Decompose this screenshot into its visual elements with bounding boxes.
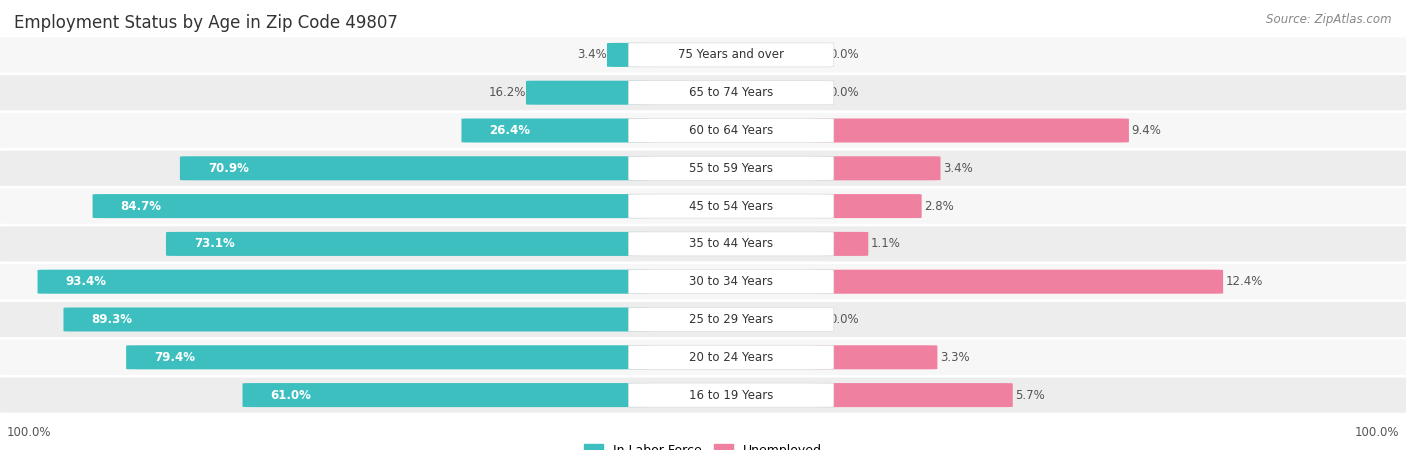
FancyBboxPatch shape bbox=[38, 270, 651, 294]
FancyBboxPatch shape bbox=[607, 43, 651, 67]
Text: 3.4%: 3.4% bbox=[578, 49, 607, 61]
Text: 12.4%: 12.4% bbox=[1226, 275, 1264, 288]
FancyBboxPatch shape bbox=[526, 81, 651, 105]
Text: 9.4%: 9.4% bbox=[1132, 124, 1161, 137]
Text: 45 to 54 Years: 45 to 54 Years bbox=[689, 200, 773, 212]
Text: 61.0%: 61.0% bbox=[271, 389, 312, 401]
FancyBboxPatch shape bbox=[811, 156, 941, 180]
FancyBboxPatch shape bbox=[628, 383, 834, 407]
FancyBboxPatch shape bbox=[628, 345, 834, 369]
Text: 55 to 59 Years: 55 to 59 Years bbox=[689, 162, 773, 175]
FancyBboxPatch shape bbox=[63, 307, 651, 332]
FancyBboxPatch shape bbox=[811, 194, 922, 218]
Text: 1.1%: 1.1% bbox=[872, 238, 901, 250]
FancyBboxPatch shape bbox=[0, 340, 1406, 375]
FancyBboxPatch shape bbox=[0, 226, 1406, 261]
FancyBboxPatch shape bbox=[166, 232, 651, 256]
FancyBboxPatch shape bbox=[811, 270, 1223, 294]
FancyBboxPatch shape bbox=[628, 118, 834, 143]
Text: 73.1%: 73.1% bbox=[194, 238, 235, 250]
Text: 89.3%: 89.3% bbox=[91, 313, 132, 326]
Text: 3.3%: 3.3% bbox=[941, 351, 970, 364]
Text: 16.2%: 16.2% bbox=[489, 86, 526, 99]
FancyBboxPatch shape bbox=[0, 151, 1406, 186]
Text: 75 Years and over: 75 Years and over bbox=[678, 49, 785, 61]
Legend: In Labor Force, Unemployed: In Labor Force, Unemployed bbox=[583, 444, 823, 450]
FancyBboxPatch shape bbox=[0, 113, 1406, 148]
FancyBboxPatch shape bbox=[242, 383, 651, 407]
FancyBboxPatch shape bbox=[93, 194, 651, 218]
FancyBboxPatch shape bbox=[628, 43, 834, 67]
FancyBboxPatch shape bbox=[180, 156, 651, 180]
Text: Employment Status by Age in Zip Code 49807: Employment Status by Age in Zip Code 498… bbox=[14, 14, 398, 32]
Text: Source: ZipAtlas.com: Source: ZipAtlas.com bbox=[1267, 14, 1392, 27]
Text: 3.4%: 3.4% bbox=[943, 162, 973, 175]
FancyBboxPatch shape bbox=[628, 156, 834, 180]
FancyBboxPatch shape bbox=[628, 81, 834, 105]
Text: 60 to 64 Years: 60 to 64 Years bbox=[689, 124, 773, 137]
Text: 16 to 19 Years: 16 to 19 Years bbox=[689, 389, 773, 401]
FancyBboxPatch shape bbox=[0, 37, 1406, 72]
Text: 20 to 24 Years: 20 to 24 Years bbox=[689, 351, 773, 364]
Text: 5.7%: 5.7% bbox=[1015, 389, 1045, 401]
Text: 79.4%: 79.4% bbox=[155, 351, 195, 364]
Text: 100.0%: 100.0% bbox=[7, 426, 52, 438]
Text: 30 to 34 Years: 30 to 34 Years bbox=[689, 275, 773, 288]
FancyBboxPatch shape bbox=[628, 232, 834, 256]
Text: 0.0%: 0.0% bbox=[830, 313, 859, 326]
FancyBboxPatch shape bbox=[0, 302, 1406, 337]
FancyBboxPatch shape bbox=[811, 232, 869, 256]
Text: 0.0%: 0.0% bbox=[830, 49, 859, 61]
Text: 84.7%: 84.7% bbox=[121, 200, 162, 212]
Text: 0.0%: 0.0% bbox=[830, 86, 859, 99]
FancyBboxPatch shape bbox=[127, 345, 651, 369]
FancyBboxPatch shape bbox=[811, 118, 1129, 143]
Text: 100.0%: 100.0% bbox=[1354, 426, 1399, 438]
FancyBboxPatch shape bbox=[0, 264, 1406, 299]
FancyBboxPatch shape bbox=[628, 270, 834, 294]
Text: 70.9%: 70.9% bbox=[208, 162, 249, 175]
FancyBboxPatch shape bbox=[0, 378, 1406, 413]
FancyBboxPatch shape bbox=[628, 307, 834, 332]
FancyBboxPatch shape bbox=[811, 383, 1012, 407]
FancyBboxPatch shape bbox=[461, 118, 651, 143]
Text: 26.4%: 26.4% bbox=[489, 124, 530, 137]
FancyBboxPatch shape bbox=[628, 194, 834, 218]
Text: 2.8%: 2.8% bbox=[925, 200, 955, 212]
Text: 35 to 44 Years: 35 to 44 Years bbox=[689, 238, 773, 250]
Text: 25 to 29 Years: 25 to 29 Years bbox=[689, 313, 773, 326]
FancyBboxPatch shape bbox=[811, 345, 938, 369]
Text: 93.4%: 93.4% bbox=[66, 275, 107, 288]
Text: 65 to 74 Years: 65 to 74 Years bbox=[689, 86, 773, 99]
FancyBboxPatch shape bbox=[0, 75, 1406, 110]
FancyBboxPatch shape bbox=[0, 189, 1406, 224]
